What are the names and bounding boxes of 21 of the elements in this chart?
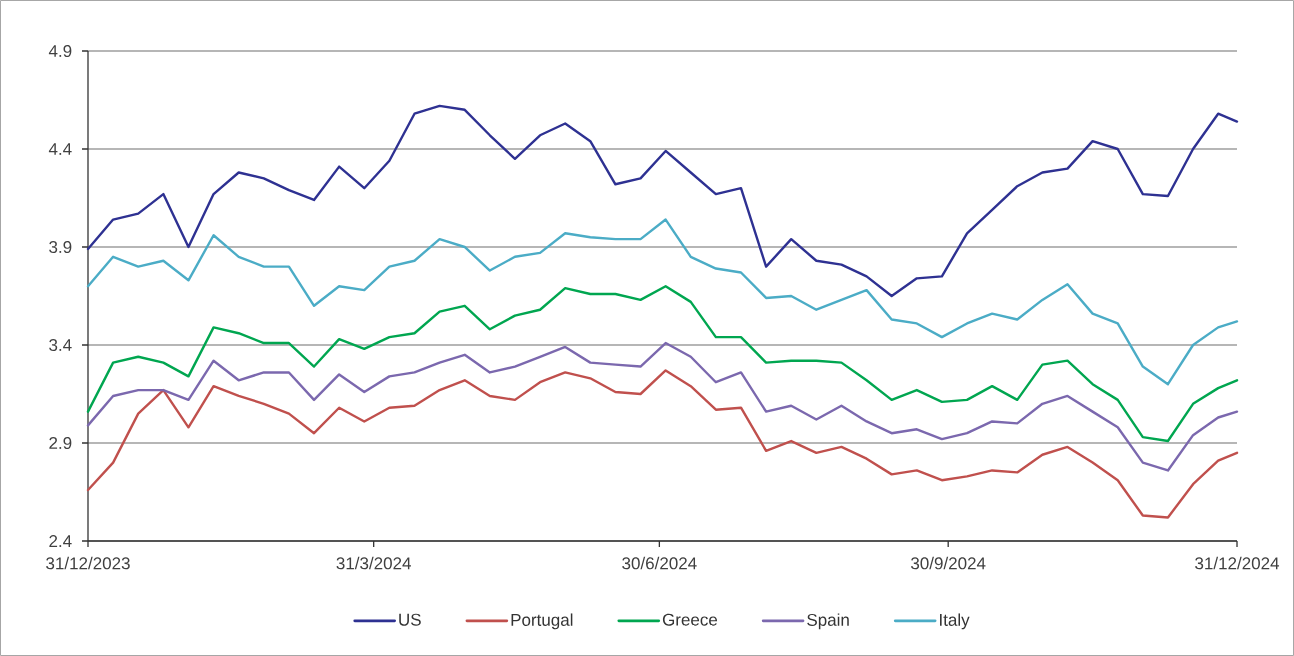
legend-label: US	[399, 613, 421, 626]
line-series	[86, 369, 1239, 519]
y-tick-label: 2.4	[49, 535, 72, 547]
y-tick-label: 4.4	[48, 143, 72, 155]
legend-label: Italy	[940, 613, 970, 630]
line-series	[86, 341, 1239, 472]
y-tick-label: 2.9	[49, 436, 72, 450]
legend-label: Greece	[662, 613, 718, 626]
line-series	[86, 218, 1239, 386]
y-tick-label: 3.9	[49, 240, 72, 254]
line-series	[86, 104, 1239, 298]
x-tick-label: 30/9/2024	[911, 556, 986, 570]
y-tick-label: 3.4	[49, 338, 72, 352]
x-tick-label: 30/6/2024	[622, 556, 697, 570]
line-series	[86, 285, 1239, 443]
x-tick-label: 31/12/2024	[1195, 556, 1280, 570]
y-tick-label: 4.9	[48, 44, 72, 58]
x-tick-label: 31/12/2023	[46, 556, 130, 570]
x-tick-label: 31/3/2024	[336, 556, 411, 570]
legend-label: Spain	[807, 613, 849, 630]
legend-label: Portugal	[511, 613, 573, 630]
